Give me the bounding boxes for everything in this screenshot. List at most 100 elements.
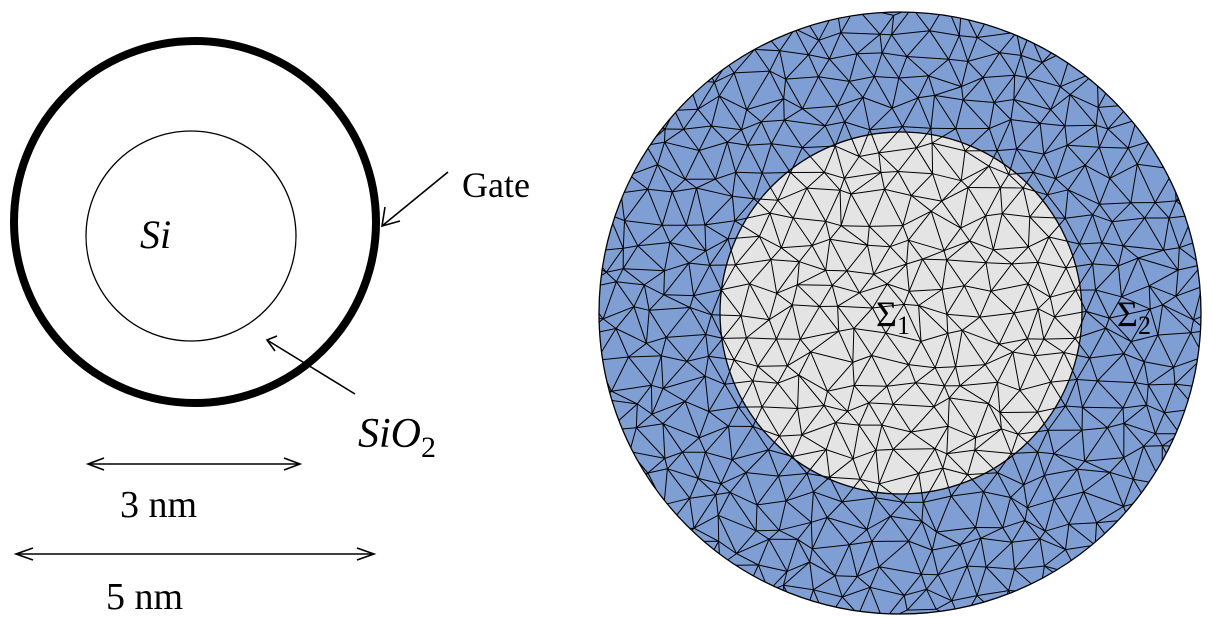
mesh-edge <box>839 190 842 226</box>
mesh-edge <box>1155 200 1177 204</box>
mesh-edge <box>734 212 771 222</box>
mesh-edge <box>752 366 759 382</box>
mesh-edge <box>1122 407 1125 424</box>
mesh-edge <box>1195 388 1201 410</box>
mesh-edge <box>719 95 747 111</box>
mesh-edge <box>665 337 688 362</box>
mesh-edge <box>871 332 887 356</box>
mesh-edge <box>714 72 735 83</box>
mesh-edge <box>1161 484 1169 500</box>
mesh-edge <box>752 426 780 437</box>
mesh-edge <box>759 235 782 249</box>
mesh-edge <box>746 70 771 110</box>
mesh-edge <box>980 537 1012 543</box>
mesh-edge <box>741 129 749 146</box>
mesh-edge <box>1163 217 1170 251</box>
silicon-core-label: Si <box>140 212 171 257</box>
mesh-edge <box>720 472 747 485</box>
mesh-edge <box>859 283 888 294</box>
mesh-edge <box>1039 538 1045 567</box>
mesh-edge <box>756 500 787 506</box>
mesh-edge <box>755 504 758 531</box>
mesh-edge <box>648 310 667 338</box>
mesh-edge <box>934 333 949 368</box>
mesh-edge <box>1096 505 1124 524</box>
mesh-edge <box>825 221 831 240</box>
oxide-label-base: SiO <box>358 411 421 457</box>
mesh-edge <box>669 242 707 252</box>
mesh-edge <box>674 110 685 130</box>
mesh-edge <box>962 329 1000 345</box>
mesh-edge <box>825 220 842 227</box>
mesh-edge <box>842 497 876 503</box>
mesh-edge <box>1037 429 1049 453</box>
mesh-edge <box>745 449 769 473</box>
mesh-edge <box>875 497 891 517</box>
mesh-edge <box>769 200 779 214</box>
mesh-edge <box>1017 433 1038 453</box>
mesh-edge <box>583 251 589 258</box>
mesh-edge <box>616 281 645 286</box>
mesh-edge <box>1176 194 1201 202</box>
mesh-edge <box>636 423 664 429</box>
mesh-edge <box>903 573 922 596</box>
mesh-edge <box>817 76 838 107</box>
mesh-edge <box>708 338 724 357</box>
mesh-edge <box>907 239 923 260</box>
mesh-edge <box>801 76 819 109</box>
mesh-edge <box>946 259 965 286</box>
mesh-edge <box>776 292 793 306</box>
mesh-edge <box>785 78 803 109</box>
mesh-edge <box>819 306 840 332</box>
mesh-edge <box>602 306 635 320</box>
mesh-edge <box>1066 144 1086 166</box>
mesh-edge <box>1037 308 1055 318</box>
mesh-edge <box>967 187 987 217</box>
mesh-edge <box>1014 538 1041 570</box>
sigma1-label: Σ1 <box>876 294 910 340</box>
mesh-edge <box>878 152 882 173</box>
mesh-edge <box>963 99 995 103</box>
mesh-edge <box>908 210 932 241</box>
mesh-edge <box>903 304 922 342</box>
mesh-edge <box>898 171 933 175</box>
mesh-edge <box>929 30 960 37</box>
mesh-edge <box>614 144 647 157</box>
mesh-edge <box>662 423 666 459</box>
mesh-edge <box>768 435 780 451</box>
mesh-edge <box>958 35 969 62</box>
mesh-edge <box>734 198 755 222</box>
mesh-edge <box>1084 165 1100 205</box>
mesh-edge <box>1037 451 1045 476</box>
mesh-edge <box>911 12 930 32</box>
mesh-edge <box>651 400 686 415</box>
mesh-edge <box>948 35 960 60</box>
mesh-edge <box>1001 428 1019 435</box>
mesh-edge <box>623 268 665 272</box>
mesh-edge <box>711 289 722 315</box>
mesh-edge <box>853 307 873 329</box>
mesh-edge <box>777 172 791 201</box>
mesh-edge <box>768 538 788 572</box>
mesh-edge <box>1118 257 1139 267</box>
mesh-edge <box>734 70 770 74</box>
mesh-edge <box>902 501 923 522</box>
mesh-edge <box>892 449 920 474</box>
mesh-edge <box>768 304 793 321</box>
mesh-edge <box>637 403 653 415</box>
mesh-edge <box>693 527 719 542</box>
mesh-edge <box>1064 379 1078 407</box>
mesh-edge <box>698 150 716 180</box>
mesh-edge <box>778 475 787 502</box>
mesh-edge <box>661 224 671 243</box>
mesh-edge <box>847 385 855 412</box>
mesh-edge <box>1202 265 1213 272</box>
mesh-edge <box>955 364 986 368</box>
mesh-edge <box>797 408 803 435</box>
mesh-edge <box>1148 366 1174 386</box>
mesh-edge <box>1039 123 1045 155</box>
mesh-edge <box>761 406 780 437</box>
mesh-edge <box>1095 125 1100 148</box>
mesh-edge <box>831 270 848 286</box>
mesh-edge <box>602 318 617 329</box>
